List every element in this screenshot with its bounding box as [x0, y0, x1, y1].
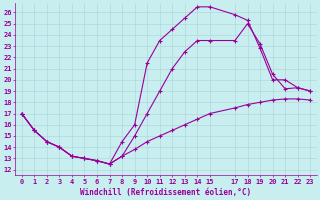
X-axis label: Windchill (Refroidissement éolien,°C): Windchill (Refroidissement éolien,°C) [80, 188, 252, 197]
